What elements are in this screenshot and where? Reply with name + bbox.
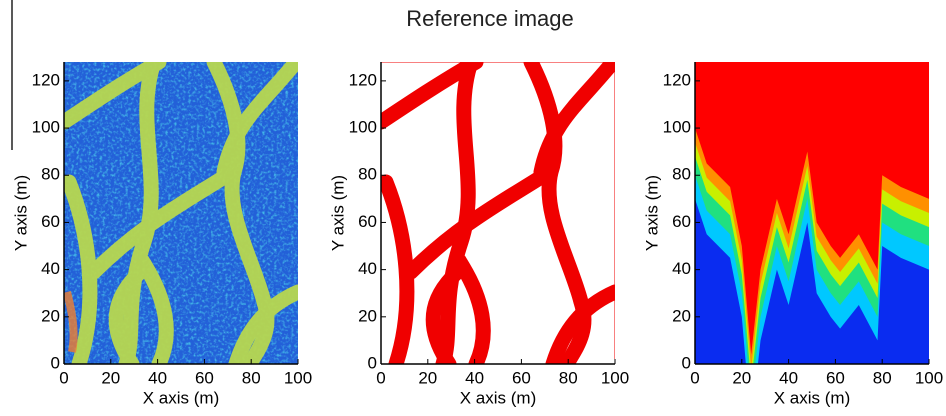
x-tick-label: 0 [690, 368, 699, 387]
y-tick-label: 0 [51, 353, 60, 372]
x-tick-label: 0 [59, 368, 68, 387]
y-axis-label: Y axis (m) [642, 175, 661, 251]
y-tick-label: 20 [358, 306, 377, 325]
y-tick-label: 100 [32, 118, 60, 137]
saturation-band [695, 62, 929, 355]
y-tick-label: 80 [672, 165, 691, 184]
x-tick-label: 60 [826, 368, 845, 387]
y-tick-label: 0 [368, 353, 377, 372]
y-tick-label: 0 [682, 353, 691, 372]
x-tick-label: 80 [242, 368, 261, 387]
y-tick-label: 120 [32, 70, 60, 89]
x-axis-label: X axis (m) [774, 388, 851, 407]
y-tick-label: 120 [663, 70, 691, 89]
y-tick-label: 80 [41, 165, 60, 184]
x-tick-label: 40 [465, 368, 484, 387]
y-tick-label: 40 [41, 259, 60, 278]
y-tick-label: 60 [358, 212, 377, 231]
y-tick-label: 20 [41, 306, 60, 325]
x-tick-label: 20 [418, 368, 437, 387]
y-tick-label: 120 [349, 70, 377, 89]
panel-image [381, 62, 615, 364]
y-axis-label: Y axis (m) [328, 175, 347, 251]
panel-image [695, 62, 929, 364]
x-tick-label: 20 [732, 368, 751, 387]
y-tick-label: 40 [358, 259, 377, 278]
x-tick-label: 40 [148, 368, 167, 387]
y-tick-label: 100 [349, 118, 377, 137]
x-tick-label: 100 [601, 368, 629, 387]
y-tick-label: 20 [672, 306, 691, 325]
y-axis-label: Y axis (m) [11, 175, 30, 251]
y-tick-label: 80 [358, 165, 377, 184]
x-tick-label: 0 [376, 368, 385, 387]
x-tick-label: 80 [559, 368, 578, 387]
x-tick-label: 100 [915, 368, 943, 387]
y-tick-label: 40 [672, 259, 691, 278]
x-tick-label: 20 [101, 368, 120, 387]
x-tick-label: 80 [873, 368, 892, 387]
y-tick-label: 60 [41, 212, 60, 231]
x-tick-label: 40 [779, 368, 798, 387]
y-tick-label: 60 [672, 212, 691, 231]
x-tick-label: 100 [284, 368, 312, 387]
x-axis-label: X axis (m) [460, 388, 537, 407]
x-tick-label: 60 [195, 368, 214, 387]
hot-zone [64, 291, 78, 353]
x-axis-label: X axis (m) [143, 388, 220, 407]
panel-image [64, 62, 298, 364]
x-tick-label: 60 [512, 368, 531, 387]
y-tick-label: 100 [663, 118, 691, 137]
figure-title: Reference image [406, 6, 574, 31]
